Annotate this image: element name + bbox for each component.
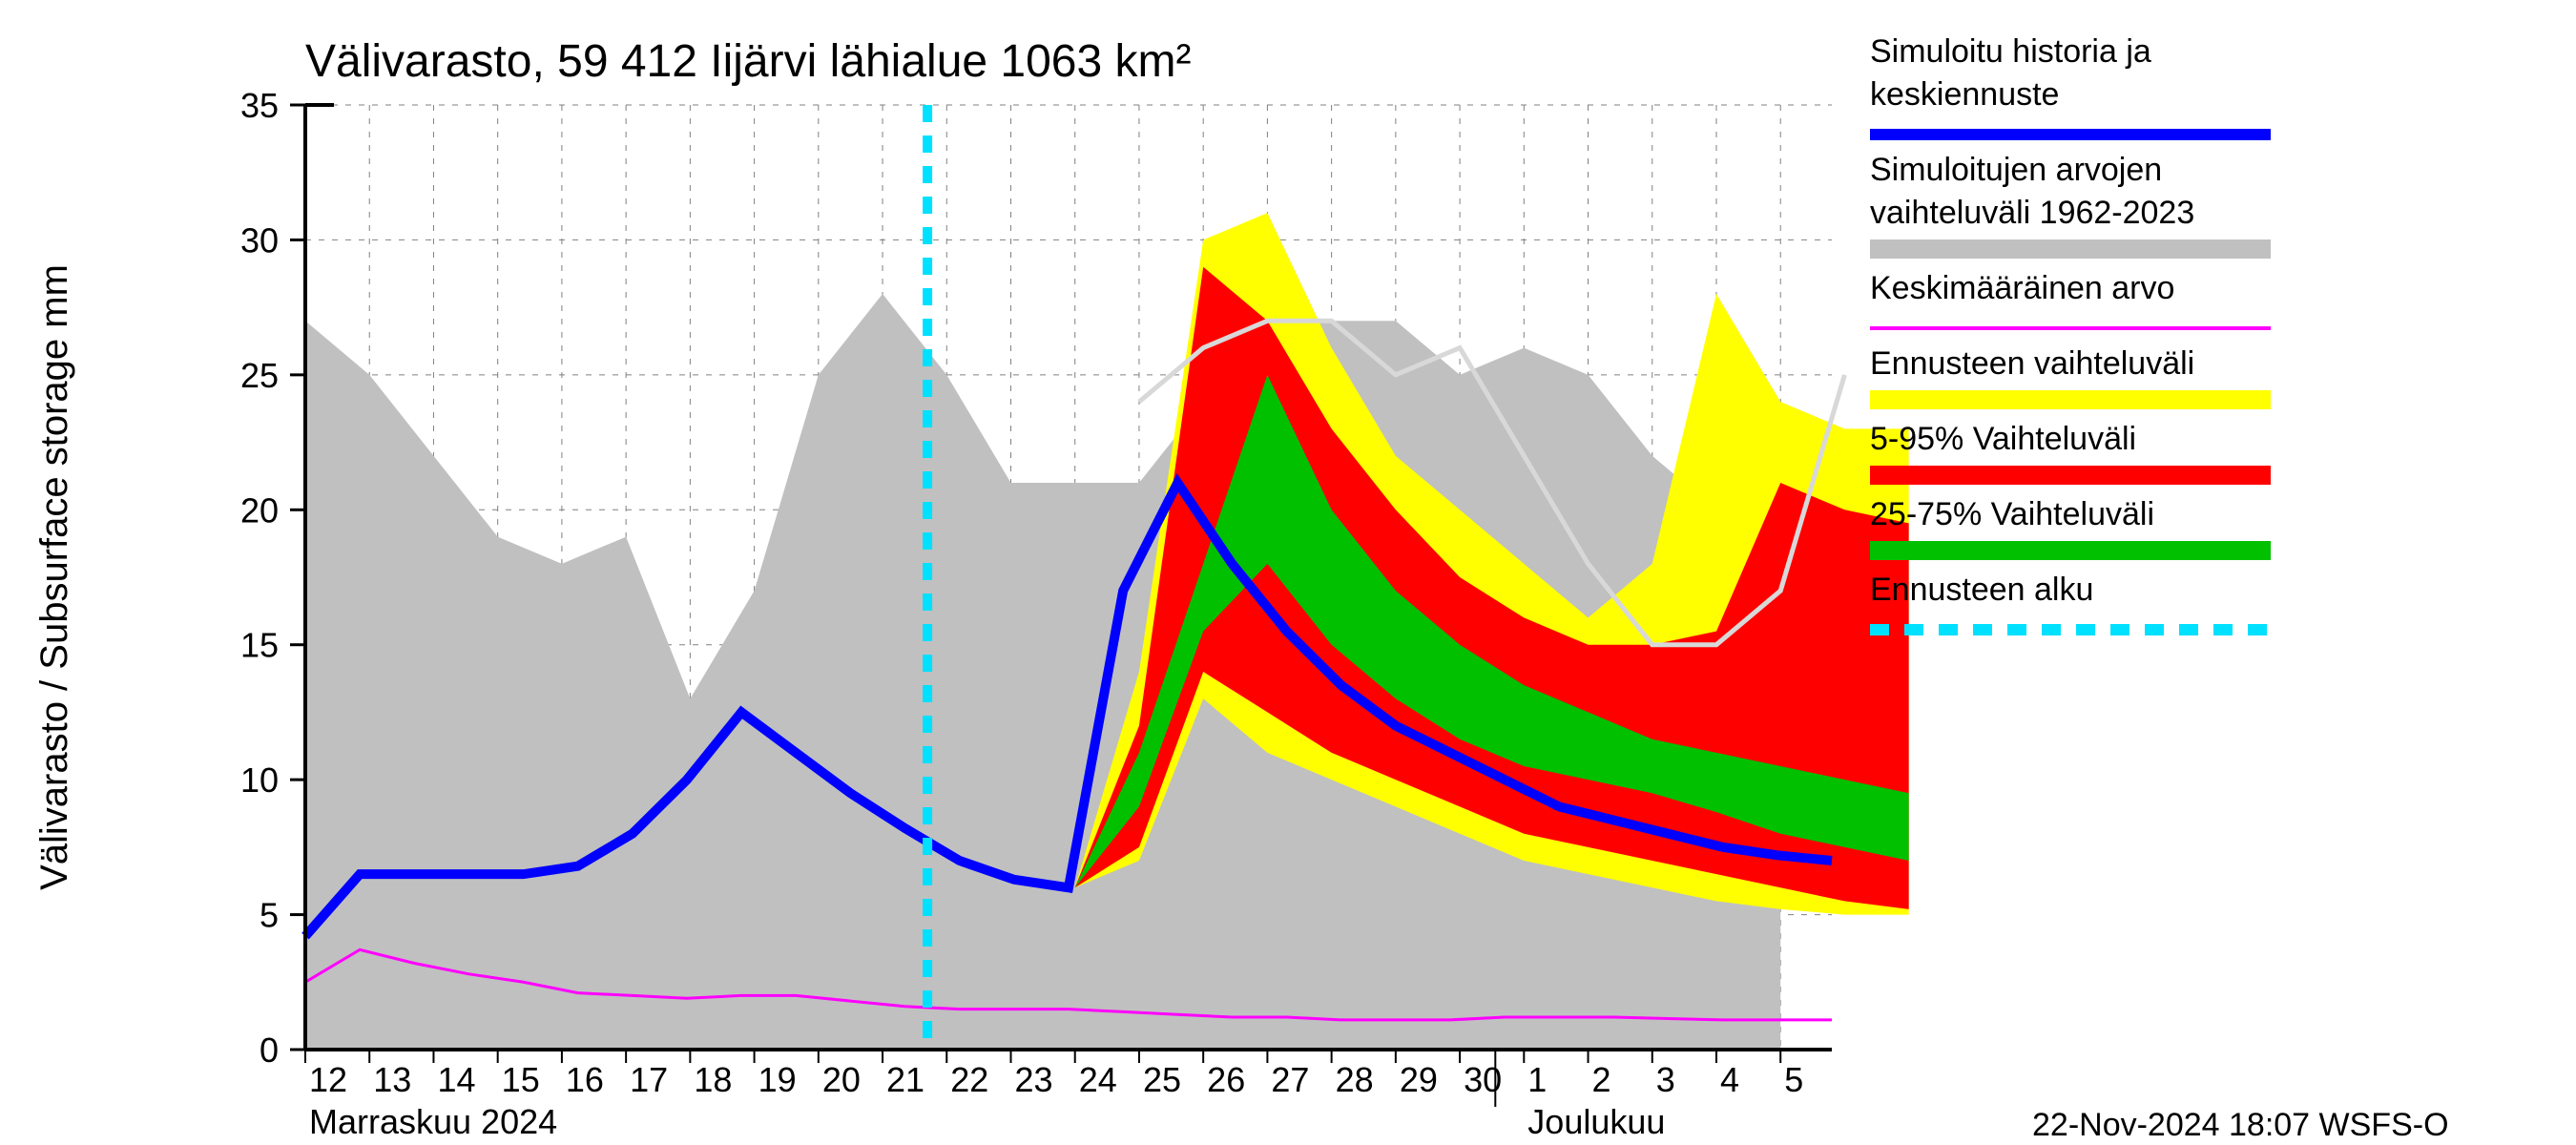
x-tick-label: 18: [694, 1060, 732, 1099]
x-tick-label: 2: [1592, 1060, 1611, 1099]
legend-label: Keskimääräinen arvo: [1870, 270, 2174, 306]
x-month-label: November: [309, 1140, 467, 1145]
x-tick-label: 15: [502, 1060, 540, 1099]
legend: Simuloitu historia ja keskiennuste Simuloi…: [1870, 33, 2271, 630]
x-tick-label: 4: [1720, 1060, 1739, 1099]
legend-swatch: [1870, 541, 2271, 560]
x-tick-label: 21: [886, 1060, 924, 1099]
x-month-label: Joulukuu: [1527, 1102, 1665, 1141]
x-tick-label: 20: [822, 1060, 861, 1099]
x-tick-label: 1: [1527, 1060, 1547, 1099]
x-tick-label: 5: [1784, 1060, 1803, 1099]
x-tick-label: 22: [950, 1060, 988, 1099]
x-tick-label: 16: [566, 1060, 604, 1099]
x-tick-label: 3: [1656, 1060, 1675, 1099]
x-tick-label: 25: [1143, 1060, 1181, 1099]
legend-label: 5-95% Vaihteluväli: [1870, 421, 2136, 457]
legend-label: Simuloitujen arvojen: [1870, 152, 2162, 188]
y-tick-label: 35: [240, 86, 279, 125]
x-tick-label: 13: [373, 1060, 411, 1099]
chart-title: Välivarasto, 59 412 Iijärvi lähialue 106…: [305, 36, 1192, 87]
legend-swatch: [1870, 390, 2271, 409]
legend-label: 25-75% Vaihteluväli: [1870, 496, 2154, 532]
legend-label: Simuloitu historia ja: [1870, 33, 2151, 70]
legend-label: vaihteluväli 1962-2023: [1870, 195, 2194, 231]
legend-swatch: [1870, 239, 2271, 259]
y-tick-label: 15: [240, 626, 279, 665]
x-month-label: December: [1527, 1140, 1686, 1145]
y-axis-label: Välivarasto / Subsurface storage mm: [33, 264, 75, 890]
x-tick-label: 28: [1336, 1060, 1374, 1099]
x-tick-label: 24: [1079, 1060, 1117, 1099]
y-tick-label: 20: [240, 490, 279, 530]
y-tick-label: 25: [240, 356, 279, 395]
x-tick-label: 23: [1014, 1060, 1052, 1099]
x-tick-label: 12: [309, 1060, 347, 1099]
y-tick-label: 0: [260, 1030, 279, 1070]
x-tick-label: 29: [1400, 1060, 1438, 1099]
x-tick-label: 26: [1207, 1060, 1245, 1099]
y-tick-label: 5: [260, 896, 279, 935]
x-tick-label: 14: [437, 1060, 475, 1099]
legend-label: Ennusteen vaihteluväli: [1870, 345, 2194, 382]
legend-label: Ennusteen alku: [1870, 572, 2093, 608]
x-tick-label: 17: [630, 1060, 668, 1099]
legend-swatch: [1870, 466, 2271, 485]
x-tick-label: 19: [758, 1060, 797, 1099]
storage-chart: 0510152025303512131415161718192021222324…: [0, 0, 2576, 1145]
footer-timestamp: 22-Nov-2024 18:07 WSFS-O: [2032, 1107, 2449, 1143]
x-month-label: Marraskuu 2024: [309, 1102, 557, 1141]
y-tick-label: 10: [240, 760, 279, 800]
x-tick-label: 27: [1271, 1060, 1309, 1099]
legend-label: keskiennuste: [1870, 76, 2059, 113]
y-tick-label: 30: [240, 220, 279, 260]
